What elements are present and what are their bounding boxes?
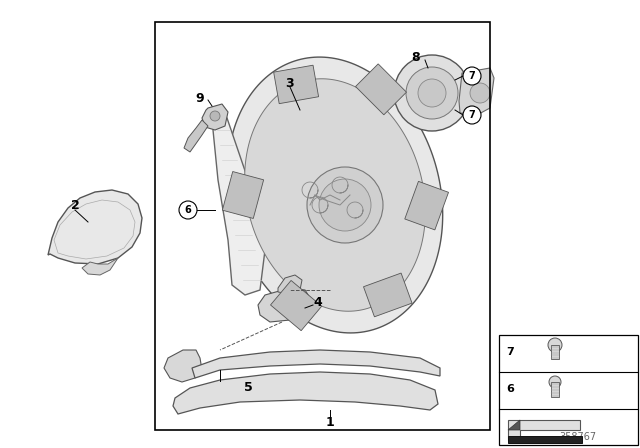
Circle shape bbox=[406, 67, 458, 119]
Text: 2: 2 bbox=[70, 198, 79, 211]
Polygon shape bbox=[48, 190, 142, 264]
Polygon shape bbox=[192, 350, 440, 378]
Text: 4: 4 bbox=[314, 296, 323, 309]
Text: 7: 7 bbox=[506, 347, 514, 357]
Polygon shape bbox=[213, 118, 265, 295]
Polygon shape bbox=[404, 181, 449, 230]
Polygon shape bbox=[202, 104, 228, 130]
Polygon shape bbox=[173, 372, 438, 414]
Circle shape bbox=[470, 83, 490, 103]
Polygon shape bbox=[271, 280, 322, 331]
Text: 7: 7 bbox=[468, 110, 476, 120]
Text: 5: 5 bbox=[244, 380, 252, 393]
Circle shape bbox=[548, 338, 562, 352]
Bar bbox=[155, 22, 490, 430]
Polygon shape bbox=[184, 120, 208, 152]
Circle shape bbox=[210, 111, 220, 121]
Polygon shape bbox=[508, 420, 520, 430]
Text: 7: 7 bbox=[468, 71, 476, 81]
Bar bbox=[551, 345, 559, 359]
Circle shape bbox=[549, 376, 561, 388]
Text: 6: 6 bbox=[506, 384, 514, 394]
Polygon shape bbox=[356, 64, 406, 115]
Bar bbox=[499, 335, 638, 445]
Text: 1: 1 bbox=[326, 415, 334, 428]
Bar bbox=[551, 382, 559, 397]
Circle shape bbox=[179, 201, 197, 219]
Circle shape bbox=[463, 67, 481, 85]
Text: 358767: 358767 bbox=[559, 432, 596, 442]
Polygon shape bbox=[278, 275, 302, 294]
Circle shape bbox=[319, 179, 371, 231]
Polygon shape bbox=[508, 420, 580, 440]
Text: 8: 8 bbox=[412, 51, 420, 64]
Polygon shape bbox=[244, 79, 426, 311]
Polygon shape bbox=[274, 65, 319, 103]
Polygon shape bbox=[227, 57, 443, 333]
Circle shape bbox=[394, 55, 470, 131]
Polygon shape bbox=[459, 68, 494, 115]
Polygon shape bbox=[222, 172, 264, 219]
Polygon shape bbox=[258, 288, 310, 322]
Polygon shape bbox=[82, 258, 118, 275]
Circle shape bbox=[307, 167, 383, 243]
Circle shape bbox=[463, 106, 481, 124]
Bar bbox=[508, 436, 582, 443]
Text: 6: 6 bbox=[184, 205, 191, 215]
Polygon shape bbox=[164, 350, 202, 382]
Circle shape bbox=[418, 79, 446, 107]
Text: 9: 9 bbox=[196, 91, 204, 104]
Text: 3: 3 bbox=[285, 77, 294, 90]
Polygon shape bbox=[364, 273, 412, 317]
